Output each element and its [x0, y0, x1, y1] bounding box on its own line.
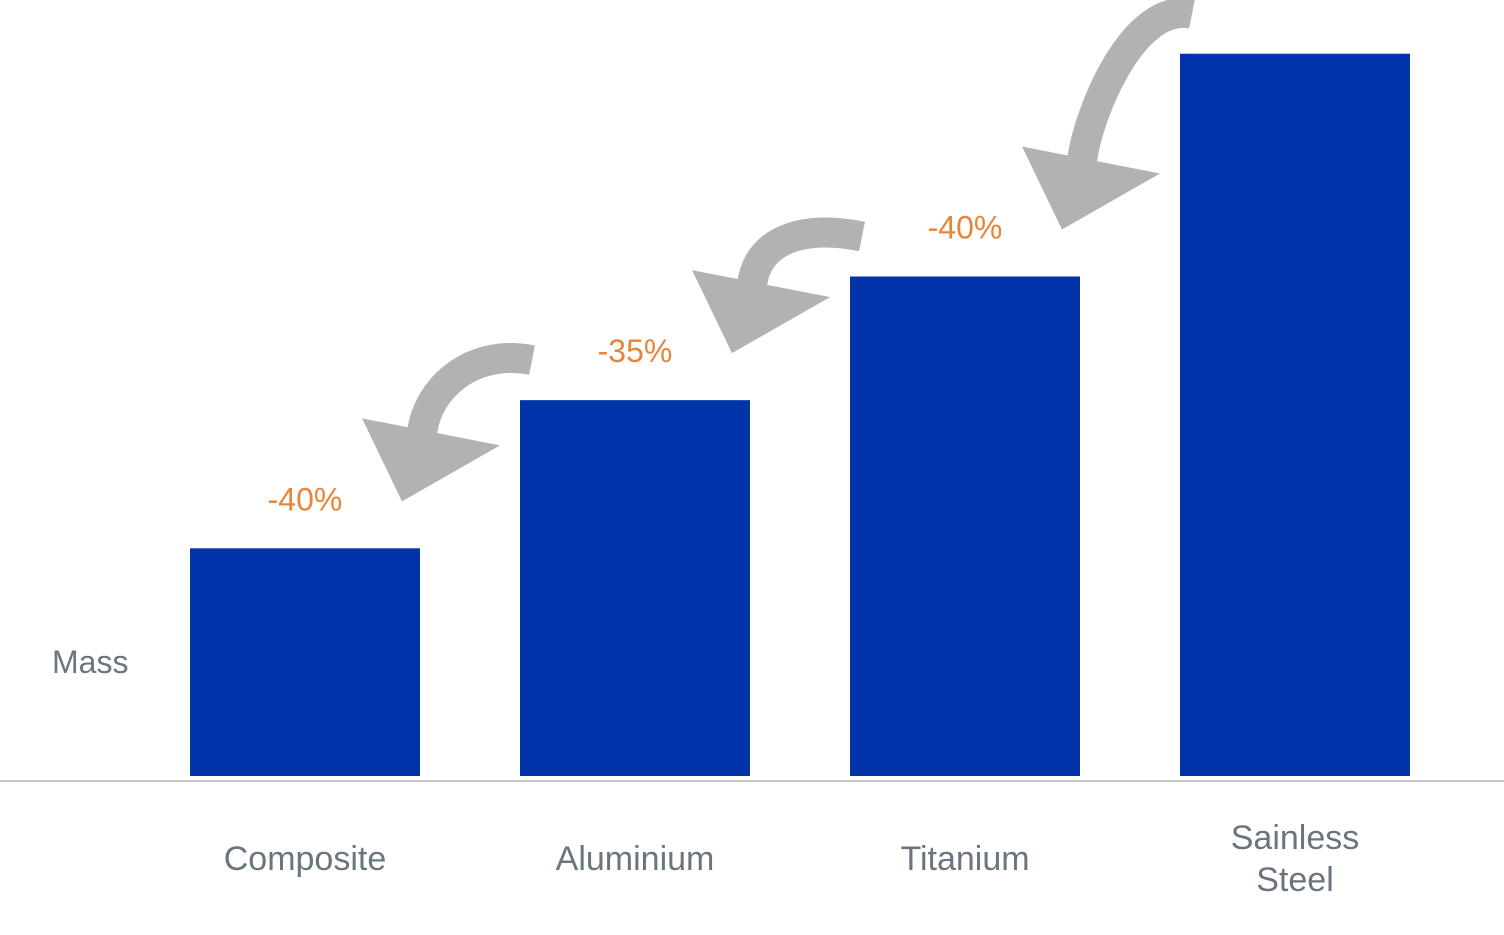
category-label: Composite — [224, 840, 387, 878]
bar-sainless-steel — [1180, 53, 1410, 777]
category-labels: Composite Aluminium Titanium Sainless Steel — [224, 819, 1360, 899]
y-axis-label: Mass — [52, 644, 128, 680]
category-label: Aluminium — [556, 840, 715, 878]
category-label: Titanium — [900, 840, 1029, 878]
percent-labels: -40% -35% -40% — [268, 210, 1003, 518]
category-label: Steel — [1256, 861, 1334, 899]
arrow-shaft — [737, 217, 865, 288]
percent-label: -40% — [268, 481, 343, 517]
reduction-arrow — [362, 343, 535, 502]
reduction-arrow — [1022, 0, 1195, 230]
arrow-head — [362, 418, 500, 502]
bar-composite — [190, 548, 420, 776]
arrow-head — [692, 270, 830, 354]
bar-layer — [190, 53, 1410, 777]
category-label: Sainless — [1231, 819, 1360, 857]
bar-titanium — [850, 276, 1080, 776]
arrow-head — [1022, 146, 1160, 230]
arrow-layer — [362, 0, 1195, 502]
bar-aluminium — [520, 400, 750, 776]
arrow-shaft — [1067, 0, 1195, 164]
percent-label: -40% — [928, 210, 1003, 246]
percent-label: -35% — [598, 333, 673, 369]
arrow-shaft — [407, 343, 535, 436]
reduction-arrow — [692, 217, 865, 354]
